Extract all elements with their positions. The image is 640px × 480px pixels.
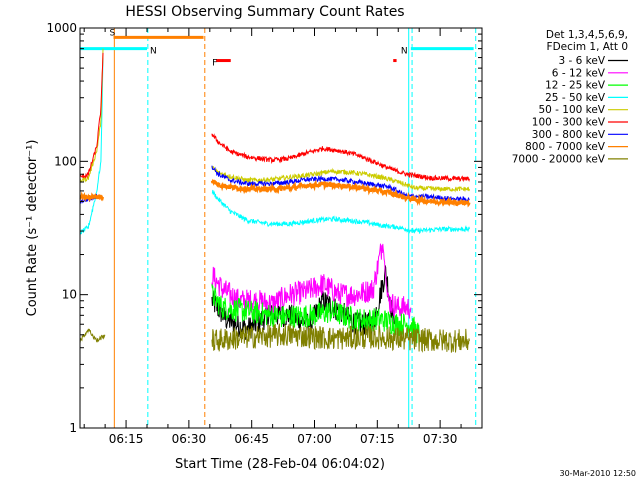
x-tick-label: 07:30 [423, 432, 458, 446]
x-tick-label: 07:00 [297, 432, 332, 446]
series-line-6-1 [211, 165, 470, 203]
plot-area: S N N F [79, 28, 477, 428]
series-8 [79, 323, 470, 353]
legend-entry-3: 25 - 50 keV [545, 92, 606, 104]
series-line-7-1 [210, 178, 471, 208]
series-line-2-0 [211, 284, 420, 344]
flag-label-1: N [150, 47, 157, 57]
y-tick-label: 100 [54, 154, 77, 168]
series-line-5-0 [79, 52, 104, 179]
legend-entry-4: 50 - 100 keV [538, 104, 605, 116]
y-tick-label: 1 [69, 421, 77, 435]
legend-header: FDecim 1, Att 0 [547, 41, 628, 53]
series-7 [79, 178, 471, 208]
x-tick-label: 06:45 [234, 432, 269, 446]
series-4 [79, 48, 470, 193]
series-3 [79, 57, 470, 235]
legend-entry-6: 300 - 800 keV [532, 129, 606, 141]
series-line-3-1 [211, 189, 470, 235]
chart-title: HESSI Observing Summary Count Rates [125, 4, 404, 20]
footer-timestamp: 30-Mar-2010 12:50 [560, 469, 637, 478]
series-line-7-0 [79, 191, 105, 203]
flag-label-3: F [212, 59, 217, 69]
legend-entry-7: 800 - 7000 keV [525, 141, 606, 153]
legend-header: Det 1,3,4,5,6,9, [546, 29, 628, 41]
flag-label-0: S [110, 28, 116, 38]
series-5 [79, 52, 470, 183]
x-axis-label: Start Time (28-Feb-04 06:04:02) [175, 457, 385, 472]
axes: 1 10 100 1000 06:15 06:30 06:45 07:00 07:15 07:30 [46, 21, 483, 446]
x-tick-label: 07:15 [360, 432, 395, 446]
series-line-3-0 [79, 57, 104, 235]
series-line-8-0 [79, 328, 106, 344]
series-line-1-0 [211, 243, 412, 319]
y-tick-label: 1000 [46, 21, 77, 35]
plot-frame [79, 27, 483, 429]
legend: Det 1,3,4,5,6,9,FDecim 1, Att 0 3 - 6 keV… [512, 29, 628, 165]
y-tick-label: 10 [62, 288, 77, 302]
series-line-8-1 [211, 323, 470, 353]
series-line-5-1 [211, 133, 470, 183]
legend-entry-2: 12 - 25 keV [545, 80, 606, 92]
x-tick-label: 06:15 [109, 432, 144, 446]
series-1 [211, 243, 412, 319]
series-2 [211, 284, 420, 344]
legend-entry-5: 100 - 300 keV [532, 117, 606, 129]
series-line-4-0 [79, 48, 104, 183]
legend-entry-0: 3 - 6 keV [558, 55, 605, 67]
legend-entry-8: 7000 - 20000 keV [512, 153, 606, 165]
series-line-4-1 [211, 165, 470, 193]
flag-label-2: N [401, 47, 408, 57]
legend-entry-1: 6 - 12 keV [552, 67, 606, 79]
y-axis-label: Count Rate (s⁻¹ detector⁻¹) [25, 140, 40, 317]
x-tick-label: 06:30 [172, 432, 207, 446]
